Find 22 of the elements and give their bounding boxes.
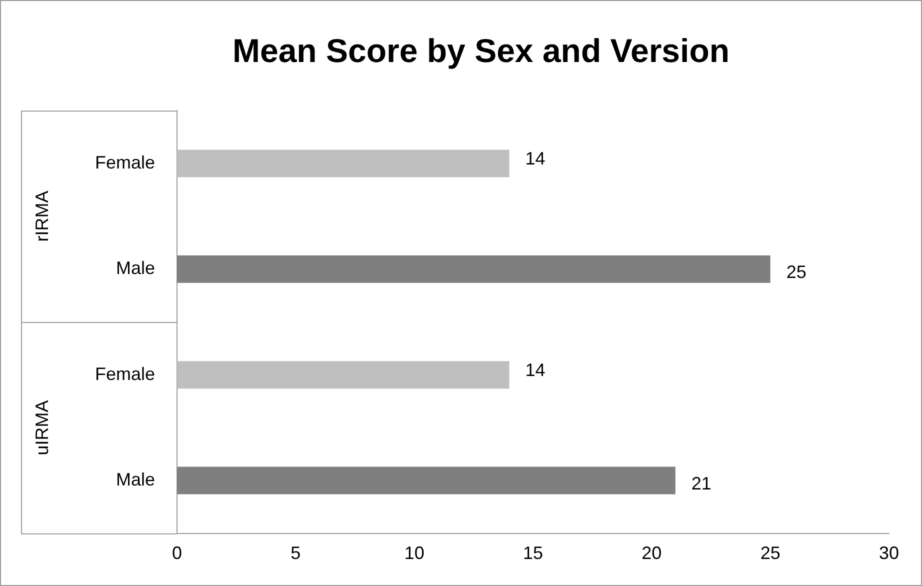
x-tick-label: 5 [290, 543, 301, 564]
data-label: 21 [691, 474, 712, 494]
x-tick-label: 15 [522, 543, 544, 564]
bar [177, 150, 510, 178]
x-tick-label: 30 [878, 543, 900, 564]
data-label: 25 [786, 262, 806, 282]
y-tick-label: Male [116, 258, 156, 278]
chart-title: Mean Score by Sex and Version [232, 32, 730, 69]
x-tick-label: 25 [760, 543, 780, 564]
x-tick-label: 0 [172, 543, 182, 564]
x-tick-label: 10 [404, 543, 424, 564]
x-tick-label: 20 [642, 543, 662, 564]
text: uIRMA [32, 400, 52, 456]
data-label: 14 [525, 360, 546, 380]
bar [177, 466, 676, 494]
y-tick-label: Male [116, 470, 156, 490]
bar [177, 361, 510, 389]
text: rIRMA [32, 190, 52, 242]
y-tick-label: Female [94, 152, 156, 172]
bar [177, 255, 770, 283]
y-tick-label: Female [94, 364, 156, 384]
data-label: 14 [525, 148, 546, 168]
